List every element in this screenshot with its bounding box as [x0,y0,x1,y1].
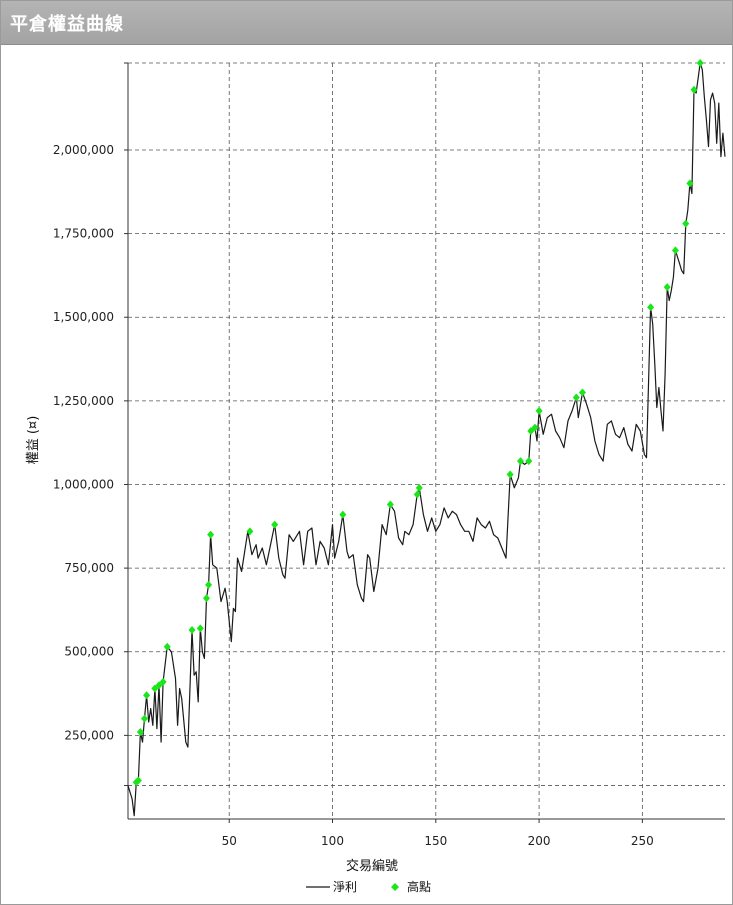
legend-label-high-point: 高點 [407,879,431,894]
high-point-marker [151,684,159,693]
title-bar: 平倉權益曲線 [1,1,732,45]
legend-marker-swatch [391,883,399,891]
high-point-marker [516,457,524,466]
high-point-marker [690,85,698,94]
high-point-marker [525,457,533,466]
high-point-marker [339,510,347,519]
high-point-marker [246,527,254,536]
high-point-marker [188,626,196,634]
x-tick-label: 50 [222,834,237,848]
y-tick-label: 500,000 [64,645,114,659]
x-tick-label: 200 [528,834,551,848]
high-point-marker [527,426,535,435]
high-point-marker [207,530,215,539]
high-point-marker [202,594,210,603]
y-tick-label: 1,250,000 [53,394,114,408]
high-point-marker [196,624,204,633]
series-high-points [132,59,704,787]
y-tick-label: 2,000,000 [53,143,114,157]
gridlines [128,62,725,819]
y-tick-label: 250,000 [64,728,114,742]
high-point-marker [531,423,539,432]
high-point-marker [647,303,655,312]
legend: 淨利 高點 [306,879,431,894]
y-axis-title: 權益 (¤) [26,416,41,465]
high-point-marker [205,580,213,589]
panel-title: 平倉權益曲線 [10,14,124,35]
high-point-marker [671,246,679,255]
x-tick-labels: 50 100 150 200 250 [222,834,654,848]
x-tick-label: 150 [424,834,447,848]
axes [124,62,725,823]
high-point-marker [696,59,704,67]
y-tick-label: 1,000,000 [53,477,114,491]
high-point-marker [155,681,163,690]
x-tick-label: 250 [631,834,654,848]
high-point-marker [506,470,514,479]
high-point-marker [682,219,690,228]
high-point-marker [143,691,151,700]
high-point-marker [136,728,144,737]
high-point-marker [686,179,694,188]
high-point-marker [413,490,421,499]
high-point-marker [159,677,167,686]
series [127,59,726,817]
high-point-marker [134,776,142,785]
x-axis-title: 交易編號 [346,858,398,874]
high-point-marker [535,406,543,415]
high-point-marker [663,283,671,292]
high-point-marker [572,393,580,402]
plot-area [128,63,725,819]
y-tick-labels: 250,000 500,000 750,000 1,000,000 1,250,000 1… [53,143,114,742]
y-tick-label: 1,500,000 [53,310,114,324]
series-line-net-profit [127,62,726,817]
legend-label-net-profit: 淨利 [333,880,357,894]
high-point-marker [415,483,423,492]
y-tick-label: 1,750,000 [53,227,114,241]
y-tick-label: 750,000 [64,561,114,575]
high-point-marker [386,500,394,509]
high-point-marker [578,388,586,397]
high-point-marker [271,520,279,529]
high-point-marker [141,714,149,723]
x-tick-label: 100 [321,834,344,848]
high-point-marker [163,642,171,651]
